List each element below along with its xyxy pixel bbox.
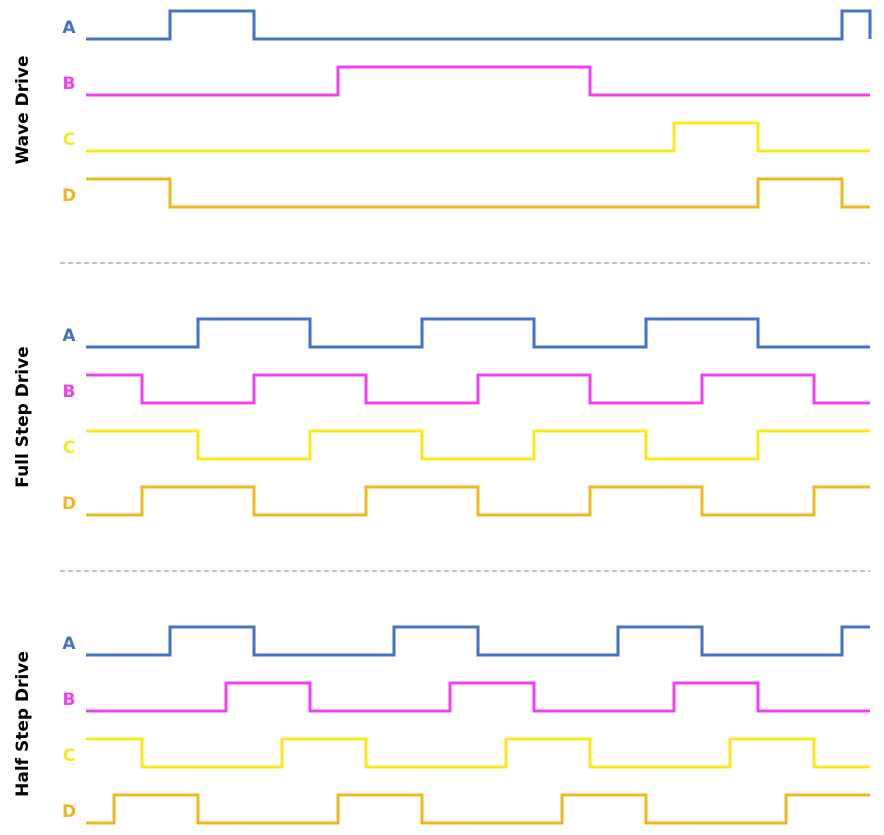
waveform-b [86,681,870,713]
channel-label-d: D [62,186,76,206]
waveform-c [86,737,870,769]
section-title-full-step-drive: Full Step Drive [13,346,33,487]
waveform-a [86,9,872,41]
channel-label-b: B [63,690,76,710]
waveform-d [86,485,870,517]
section-half-step-drive: Half Step Drive A B C D [13,625,870,825]
section-title-wave-drive: Wave Drive [13,55,33,164]
section-title-half-step-drive: Half Step Drive [13,651,33,797]
channel-label-b: B [63,74,76,94]
waveform-b [86,373,870,405]
waveform-d [86,793,870,825]
waveform-c [86,121,870,153]
waveform-b [86,65,870,97]
channel-label-a: A [62,326,76,346]
channel-label-d: D [62,802,76,822]
channel-label-a: A [62,634,76,654]
waveform-c [86,429,870,461]
channel-label-c: C [63,746,75,766]
waveform-a [86,317,870,349]
channel-label-d: D [62,494,76,514]
waveform-a [86,625,870,657]
section-wave-drive: Wave Drive A B C D [13,9,872,209]
section-full-step-drive: Full Step Drive A B C D [13,317,870,517]
channel-label-b: B [63,382,76,402]
channel-label-c: C [63,130,75,150]
channel-label-a: A [62,18,76,38]
channel-label-c: C [63,438,75,458]
waveform-d [86,177,870,209]
